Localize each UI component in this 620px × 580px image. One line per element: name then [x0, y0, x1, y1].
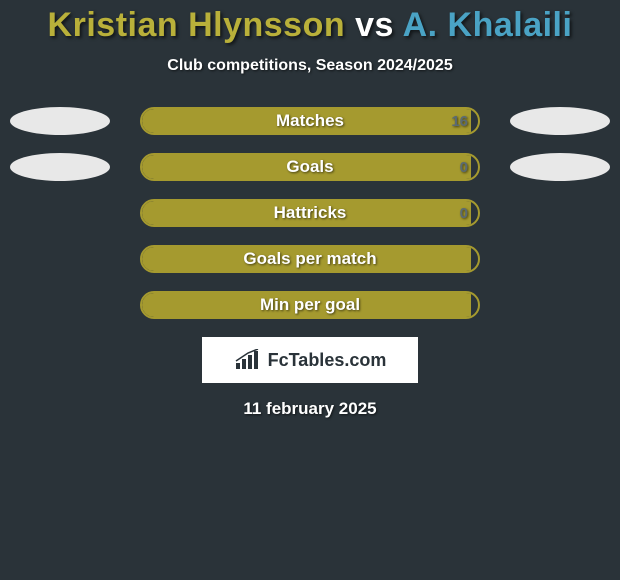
stat-bar: Goals 0 [140, 153, 480, 181]
stat-label: Min per goal [260, 295, 360, 315]
subtitle: Club competitions, Season 2024/2025 [167, 57, 452, 75]
player1-name: Kristian Hlynsson [48, 6, 346, 44]
stat-bar: Goals per match [140, 245, 480, 273]
stat-value: 0 [460, 205, 468, 222]
right-ellipse [510, 107, 610, 135]
stat-label: Hattricks [274, 203, 347, 223]
stat-bar: Min per goal [140, 291, 480, 319]
logo-box: FcTables.com [202, 337, 418, 383]
footer-date: 11 february 2025 [243, 399, 376, 419]
stat-row: Matches 16 [0, 107, 620, 135]
page-title: Kristian Hlynsson vs A. Khalaili [48, 6, 573, 45]
stat-row: Hattricks 0 [0, 199, 620, 227]
player2-name: A. Khalaili [403, 6, 573, 44]
logo-text: FcTables.com [268, 350, 387, 371]
right-ellipse [510, 153, 610, 181]
stat-label: Matches [276, 111, 344, 131]
vs-separator: vs [345, 6, 402, 44]
stat-bar: Hattricks 0 [140, 199, 480, 227]
stat-row: Min per goal [0, 291, 620, 319]
stat-label: Goals per match [243, 249, 376, 269]
stat-value: 16 [451, 113, 468, 130]
stat-label: Goals [286, 157, 333, 177]
comparison-infographic: Kristian Hlynsson vs A. Khalaili Club co… [0, 0, 620, 580]
left-ellipse [10, 107, 110, 135]
stat-row: Goals 0 [0, 153, 620, 181]
left-ellipse [10, 153, 110, 181]
stat-bar: Matches 16 [140, 107, 480, 135]
stat-rows: Matches 16 Goals 0 Hattricks 0 Goals per match… [0, 107, 620, 319]
chart-icon [234, 349, 262, 371]
stat-value: 0 [460, 159, 468, 176]
stat-row: Goals per match [0, 245, 620, 273]
